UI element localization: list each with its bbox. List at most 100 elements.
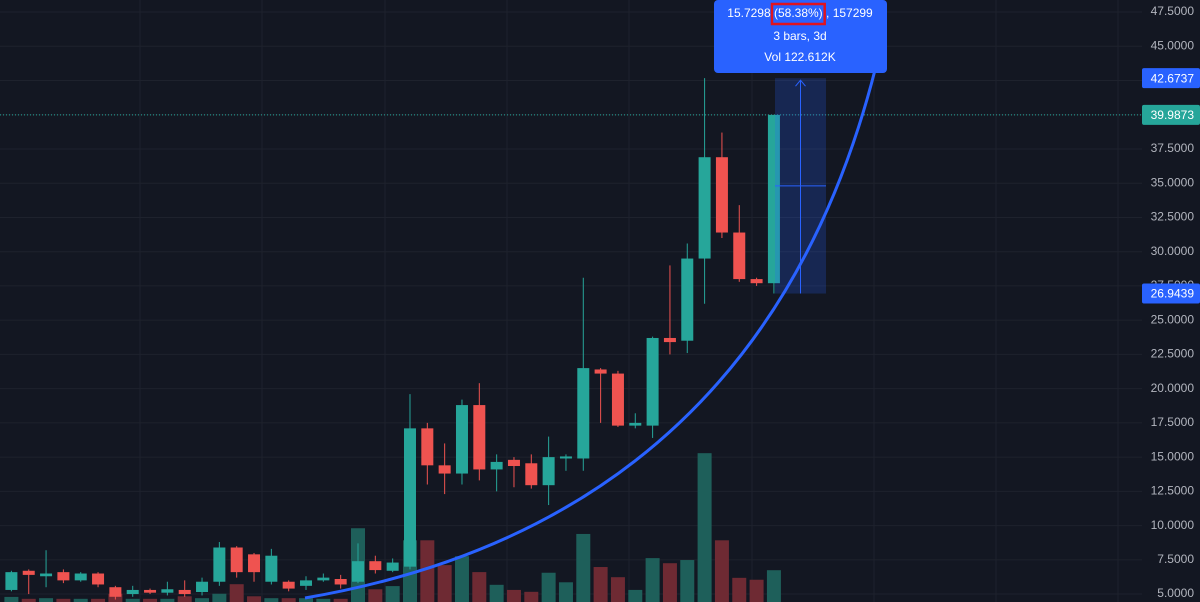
candle-body — [421, 428, 434, 466]
volume-bar — [472, 572, 487, 602]
y-tick-label: 47.5000 — [1151, 4, 1195, 18]
candle-body — [525, 463, 538, 486]
volume-bar — [368, 589, 383, 602]
candle-body — [22, 570, 35, 575]
volume-bar — [680, 560, 695, 602]
candle-body — [455, 405, 468, 474]
volume-bar — [91, 598, 106, 602]
candle-body — [559, 456, 572, 459]
candle-body — [767, 114, 780, 284]
price-marker — [1142, 104, 1200, 125]
tooltip-ticks: , 157299 — [823, 6, 873, 20]
volume-bar — [143, 598, 158, 602]
volume-bar — [593, 567, 608, 602]
candle-body — [40, 573, 53, 577]
candle-body — [248, 554, 261, 573]
candle-body — [178, 589, 191, 595]
volume-bar — [385, 586, 400, 602]
volume-bar — [662, 563, 677, 602]
candle-body — [352, 561, 364, 582]
y-tick-label: 37.5000 — [1151, 141, 1195, 155]
volume-bar — [420, 540, 435, 602]
candle-body — [507, 459, 520, 467]
candle-body — [438, 465, 451, 474]
candle-body — [196, 581, 209, 593]
candle-body — [5, 572, 18, 590]
candle-body — [663, 337, 676, 343]
volume-bar — [56, 598, 71, 602]
volume-bar — [299, 598, 314, 602]
tooltip-percent: (58.38%) — [774, 6, 823, 20]
volume-bar — [732, 577, 747, 602]
volume-bar — [489, 584, 504, 602]
volume-bar — [766, 570, 781, 602]
candle-body — [733, 232, 746, 280]
candle-body — [161, 589, 174, 593]
price-marker-label: 39.9873 — [1151, 108, 1195, 122]
y-tick-label: 17.5000 — [1151, 415, 1195, 429]
volume-bar — [524, 591, 539, 602]
volume-bar — [73, 598, 88, 602]
measure-tool — [775, 78, 826, 294]
volume-bar — [628, 589, 643, 602]
y-tick-label: 20.0000 — [1151, 381, 1195, 395]
candle-body — [490, 461, 503, 470]
price-marker — [1142, 68, 1200, 89]
candle-body — [698, 157, 711, 259]
y-tick-label: 22.5000 — [1151, 347, 1195, 361]
tooltip-line: 15.7298 (58.38%) , 157299 — [727, 6, 873, 20]
volume-bar — [264, 598, 279, 602]
volume-bar — [160, 598, 175, 602]
candle-body — [265, 555, 278, 582]
volume-bar — [506, 589, 521, 602]
y-tick-label: 35.0000 — [1151, 175, 1195, 189]
candle-body — [213, 547, 226, 582]
y-tick-label: 7.5000 — [1157, 552, 1194, 566]
volume-bar — [437, 565, 452, 602]
y-tick-label: 10.0000 — [1151, 518, 1195, 532]
y-tick-label: 5.0000 — [1157, 586, 1194, 600]
measure-tooltip: 15.7298 (58.38%) , 157299 3 bars, 3d Vol… — [714, 0, 887, 73]
candle-body — [750, 279, 763, 284]
candle-body — [611, 373, 624, 426]
candle-body — [542, 457, 555, 486]
price-marker — [1142, 283, 1200, 304]
volume-bar — [645, 558, 660, 602]
volume-bar — [454, 556, 469, 602]
candle-layer — [5, 78, 780, 600]
volume-bar — [749, 579, 764, 602]
volume-bar — [316, 598, 331, 602]
y-tick-label: 45.0000 — [1151, 38, 1195, 52]
candle-body — [109, 587, 122, 597]
candle-body — [230, 547, 243, 573]
candle-body — [317, 577, 330, 581]
volume-bar — [39, 598, 54, 602]
volume-bar — [195, 598, 210, 602]
volume-bar — [229, 584, 244, 602]
tooltip-change: 15.7298 — [727, 6, 774, 20]
volume-bar — [697, 453, 712, 602]
y-tick-label: 32.5000 — [1151, 210, 1195, 224]
volume-bar — [21, 598, 36, 602]
candle-body — [126, 589, 139, 595]
time-grid — [139, 0, 1119, 602]
candle-body — [473, 405, 486, 470]
candle-body — [681, 258, 694, 341]
candle-body — [646, 337, 659, 426]
volume-bar — [558, 582, 573, 602]
volume-bar — [247, 596, 262, 602]
volume-bar — [177, 596, 192, 602]
tooltip-box — [714, 0, 887, 73]
trend-curve — [304, 69, 877, 600]
candle-body — [74, 573, 87, 581]
candle-body — [282, 581, 295, 589]
candle-body — [57, 572, 70, 581]
volume-bar — [212, 593, 227, 602]
candle-body — [629, 422, 642, 426]
volume-bar — [281, 598, 296, 602]
volume-bar — [333, 598, 348, 602]
candle-body — [594, 369, 607, 374]
tooltip-volume: Vol 122.612K — [764, 50, 835, 64]
